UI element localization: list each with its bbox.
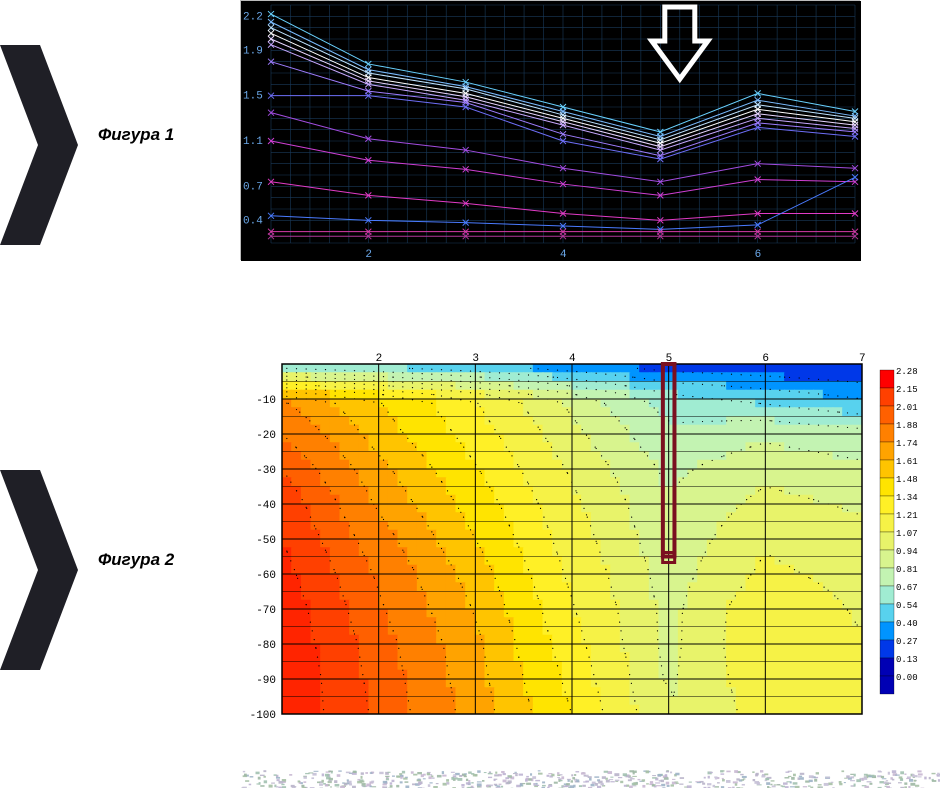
- svg-text:-100: -100: [250, 710, 276, 722]
- svg-text:1.21: 1.21: [896, 511, 918, 521]
- svg-text:2.15: 2.15: [896, 385, 918, 395]
- svg-text:4: 4: [560, 249, 567, 261]
- svg-text:0.54: 0.54: [896, 601, 918, 611]
- svg-text:0.4: 0.4: [243, 215, 263, 227]
- svg-text:2: 2: [365, 249, 372, 261]
- svg-text:0.67: 0.67: [896, 583, 918, 593]
- figure1-label-block: Фигура 1: [0, 45, 174, 225]
- svg-text:1.88: 1.88: [896, 421, 918, 431]
- svg-text:1.48: 1.48: [896, 475, 918, 485]
- svg-text:1.61: 1.61: [896, 457, 918, 467]
- svg-text:0.7: 0.7: [243, 181, 263, 193]
- svg-text:6: 6: [762, 353, 769, 365]
- svg-text:0.81: 0.81: [896, 565, 918, 575]
- svg-text:-70: -70: [256, 605, 276, 617]
- svg-text:0.13: 0.13: [896, 655, 918, 665]
- svg-text:-10: -10: [256, 395, 276, 407]
- svg-text:0.94: 0.94: [896, 547, 918, 557]
- svg-text:2.2: 2.2: [243, 11, 263, 23]
- svg-text:0.00: 0.00: [896, 673, 918, 683]
- svg-text:0.27: 0.27: [896, 637, 918, 647]
- svg-text:-80: -80: [256, 640, 276, 652]
- color-legend: 2.28 2.15 2.01 1.88 1.74 1.61 1.48 1.34 1.21 1.07…: [880, 367, 918, 694]
- figure2-chart: 234567-10-20-30-40-50-60-70-80-90-1002.2…: [240, 350, 940, 750]
- svg-text:2.01: 2.01: [896, 403, 918, 413]
- noise-strip: [240, 770, 940, 788]
- svg-text:-30: -30: [256, 465, 276, 477]
- svg-text:4: 4: [569, 353, 576, 365]
- svg-text:1.34: 1.34: [896, 493, 918, 503]
- figure2-label: Фигура 2: [98, 550, 174, 570]
- svg-text:-50: -50: [256, 535, 276, 547]
- svg-text:1.74: 1.74: [896, 439, 918, 449]
- chevron-icon: [0, 45, 80, 225]
- svg-text:1.07: 1.07: [896, 529, 918, 539]
- figure1-label: Фигура 1: [98, 125, 174, 145]
- svg-text:-40: -40: [256, 500, 276, 512]
- chevron-icon: [0, 470, 80, 650]
- figure2-label-block: Фигура 2: [0, 470, 174, 650]
- svg-text:6: 6: [755, 249, 762, 261]
- svg-text:1.5: 1.5: [243, 91, 263, 103]
- svg-text:1.1: 1.1: [243, 136, 263, 148]
- figure2-plot-area: 234567-10-20-30-40-50-60-70-80-90-1002.2…: [240, 350, 940, 750]
- svg-text:2.28: 2.28: [896, 367, 918, 377]
- svg-text:-60: -60: [256, 570, 276, 582]
- svg-text:-20: -20: [256, 430, 276, 442]
- figure1-plot-area: 0.4 0.7 1.1 1.5 1.9 2.2 2 4 6: [241, 1, 861, 261]
- figure1-chart: 0.4 0.7 1.1 1.5 1.9 2.2 2 4 6: [240, 0, 860, 260]
- svg-text:3: 3: [472, 353, 479, 365]
- svg-text:0.40: 0.40: [896, 619, 918, 629]
- svg-text:-90: -90: [256, 675, 276, 687]
- svg-text:2: 2: [376, 353, 383, 365]
- svg-text:7: 7: [859, 353, 866, 365]
- svg-text:1.9: 1.9: [243, 45, 263, 57]
